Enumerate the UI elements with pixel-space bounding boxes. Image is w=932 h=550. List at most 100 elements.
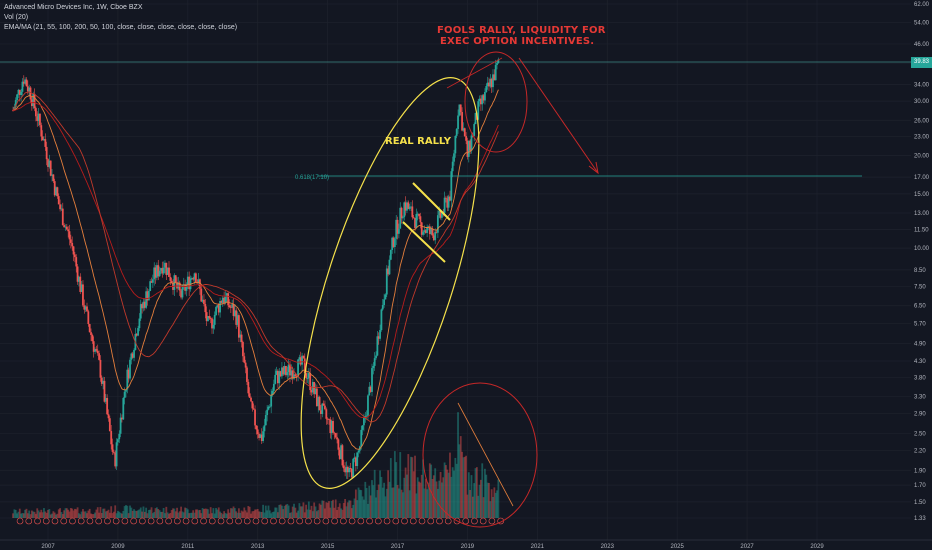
volume-bar [260,512,263,518]
ma-50-line [12,91,499,423]
volume-bar [359,489,361,518]
volume-bar [68,511,71,518]
projection-arrow-line[interactable] [518,57,599,174]
volume-bar [196,509,199,518]
volume-bar [186,509,189,518]
volume-bar [424,478,427,518]
volume-bar [33,511,36,518]
volume-bar [20,513,23,518]
price-tick-label: 2.90 [914,412,926,418]
volume-bar [90,513,92,518]
volume-bar [274,507,277,518]
candle-body [294,374,297,377]
candle-body [385,268,388,295]
earnings-marker [462,517,470,525]
volume-bar [402,492,404,518]
volume-bar [431,478,434,518]
volume-bar [112,511,115,518]
volume-bar [232,506,235,518]
volume-bar [151,513,154,518]
volume-bar [375,497,377,518]
candle-body [270,395,273,407]
time-tick-label: 2027 [740,544,754,550]
candle-body [47,159,49,167]
candle-body [458,104,461,116]
fools-rally-circle[interactable] [464,51,528,153]
volume-bar [244,510,247,518]
volume-bar [465,455,468,518]
earnings-marker [270,517,277,525]
candle-body [197,279,200,284]
volume-bar [477,495,480,518]
volume-bar [240,510,243,518]
candle-body [143,301,146,308]
candle-body [209,318,212,319]
candle-body [219,301,221,313]
candle-body [388,259,391,275]
candle-body [17,89,20,95]
volume-bar [423,488,426,518]
candle-body [90,332,92,335]
real-rally-annotation[interactable]: REAL RALLY [385,136,451,147]
volume-bar [435,481,438,518]
candle-body [104,397,107,402]
volume-bar [453,470,455,518]
price-axis[interactable]: 1.33 1.50 1.70 1.90 2.20 2.50 2.90 3.30 3.80 4.30… [911,0,932,550]
candle-body [279,371,282,377]
candle-body [436,215,439,233]
volume-bar [215,508,217,518]
price-tick-label: 11.50 [914,227,929,233]
volume-bar [178,511,181,518]
candle-body [122,397,125,420]
candle-body [215,307,217,315]
volume-bar [233,508,236,518]
price-tick-label: 23.00 [914,135,930,141]
candle-body [207,316,209,322]
flag-line-upper[interactable] [412,182,451,221]
earnings-marker [340,517,347,525]
volume-trend-line[interactable] [457,402,514,507]
volume-bar [76,507,79,518]
time-axis[interactable]: 2007 2009 2011 2013 2015 2017 2019 2021 2023 2025… [0,539,932,550]
volume-bar [361,496,364,518]
candle-body [485,86,488,93]
volume-bar [298,503,301,518]
candle-body [117,439,119,443]
candle-body [75,257,78,267]
volume-bar [59,508,61,518]
volume-bar [258,511,260,518]
grid-lines [0,0,911,540]
fools-rally-trend-line[interactable] [446,57,503,89]
candle-body [228,305,231,308]
volume-circle[interactable] [422,382,538,528]
volume-bar [213,513,216,518]
candle-body [44,139,47,147]
time-tick-label: 2009 [111,544,125,550]
candle-body [201,299,204,302]
earnings-marker [252,517,260,525]
volume-bar [22,513,25,518]
volume-bar [174,511,177,518]
candle-body [371,368,373,392]
candle-body [55,187,57,196]
candle-body [414,218,416,228]
volume-bar [445,465,447,518]
volume-bar [457,412,459,518]
price-tick-label: 3.80 [914,376,926,382]
candle-body [424,230,427,233]
candle-body [492,74,494,88]
candle-body [336,437,338,440]
candle-body [486,82,489,87]
volume-bar [41,512,44,518]
volume-bar [493,487,496,518]
flag-line-lower[interactable] [402,221,446,263]
volume-bar [32,511,35,518]
candle-body [412,217,415,219]
real-rally-ellipse[interactable] [265,59,516,506]
fools-rally-annotation[interactable]: FOOLS RALLY, LIQUIDITY FOR EXEC OPTION I… [437,25,606,47]
candle-body [489,78,492,87]
volume-bar [479,479,482,518]
candle-body [303,358,306,374]
candle-body [145,291,148,308]
